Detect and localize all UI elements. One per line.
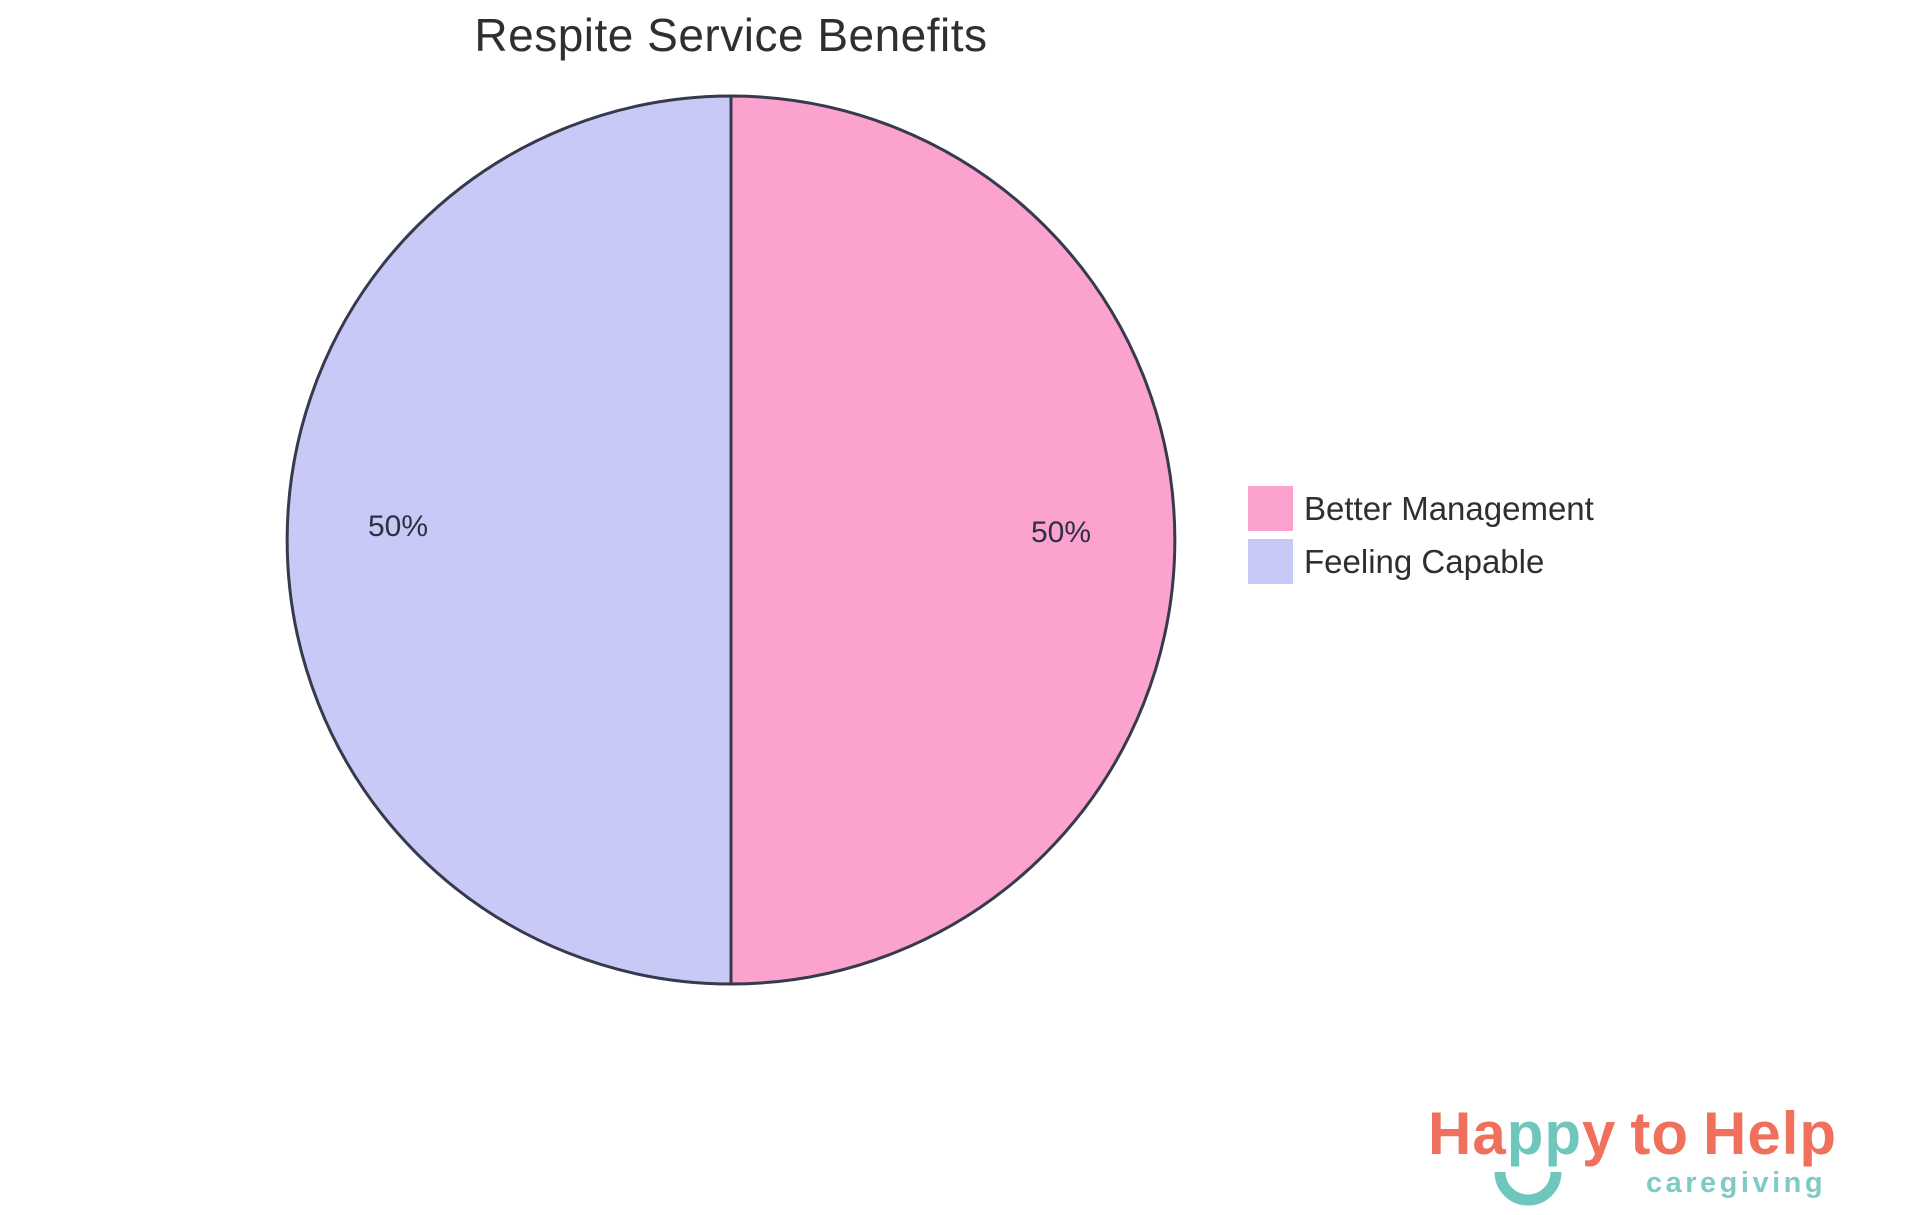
logo-happy-suffix: y [1582,1100,1617,1167]
brand-logo: Happy to Help caregiving [1428,1104,1908,1214]
logo-word-to: to [1630,1100,1690,1167]
pie-slice-feeling-capable [285,94,733,986]
logo-word-help: Help [1703,1100,1838,1167]
pie-slice-better-management [729,94,1177,986]
smile-arc [1494,1171,1562,1206]
slice-value-label-better-management: 50% [1030,516,1092,549]
smile-icon [1494,1171,1562,1206]
logo-word-happy: Happy [1428,1104,1616,1164]
chart-title: Respite Service Benefits [474,9,988,61]
legend-item-feeling-capable: Feeling Capable [1248,539,1594,584]
legend-swatch-rect-better-management [1248,486,1293,531]
legend-swatch-better-management [1248,486,1293,531]
logo-tagline: caregiving [1646,1167,1827,1199]
logo-happy-mid: pp [1506,1100,1583,1167]
legend-item-better-management: Better Management [1248,486,1594,531]
logo-wordmark: Happy to Help [1428,1104,1908,1164]
legend-swatch-feeling-capable [1248,539,1293,584]
legend-label-feeling-capable: Feeling Capable [1304,542,1545,580]
logo-happy-prefix: Ha [1428,1100,1507,1167]
legend: Better Management Feeling Capable [1248,486,1594,584]
pie-chart: 50% 50% [285,94,1177,986]
legend-label-better-management: Better Management [1304,489,1594,527]
pie-svg [285,94,1177,986]
slice-value-label-feeling-capable: 50% [367,510,429,543]
legend-swatch-rect-feeling-capable [1248,539,1293,584]
